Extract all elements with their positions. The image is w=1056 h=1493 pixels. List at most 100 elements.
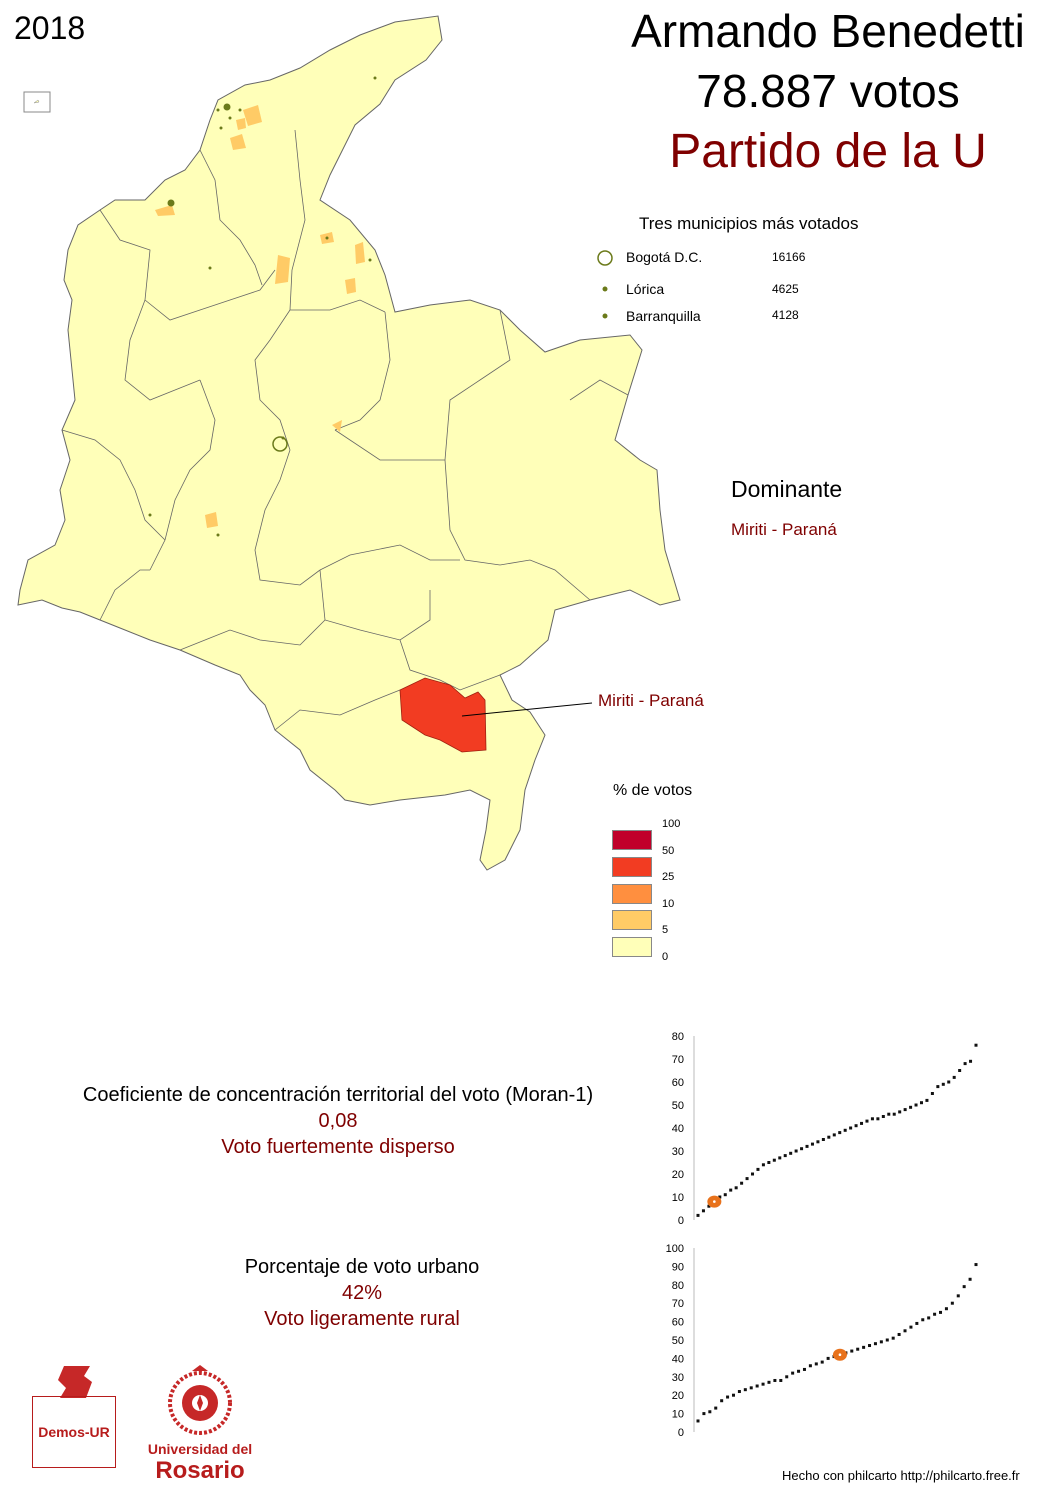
highlight-center: [713, 1200, 716, 1203]
y-tick-label: 50: [672, 1335, 684, 1347]
data-point: [930, 1092, 934, 1095]
top-municipality-name: Bogotá D.C.: [626, 249, 703, 265]
data-point: [723, 1193, 727, 1197]
choropleth-fills: [155, 105, 487, 753]
top-municipality-votes: 4625: [772, 282, 799, 296]
data-point: [783, 1154, 787, 1158]
bogota-symbol: [597, 250, 613, 266]
y-tick-label: 30: [672, 1372, 684, 1384]
data-point: [743, 1388, 747, 1392]
data-point: [944, 1307, 948, 1311]
data-point: [707, 1204, 711, 1208]
data-point: [887, 1112, 891, 1116]
data-point: [740, 1181, 744, 1185]
y-tick-label: 60: [672, 1317, 684, 1329]
data-point: [767, 1380, 771, 1384]
data-point: [974, 1043, 978, 1047]
urban-block: Porcentaje de voto urbano 42% Voto liger…: [32, 1256, 692, 1331]
data-point: [903, 1329, 907, 1333]
data-point: [879, 1340, 883, 1344]
data-point: [854, 1124, 858, 1128]
data-point: [701, 1209, 705, 1213]
data-point: [714, 1406, 718, 1410]
data-point: [810, 1142, 814, 1146]
y-tick-label: 10: [672, 1409, 684, 1421]
country-outline: [17, 15, 681, 871]
data-point: [897, 1332, 901, 1336]
data-point: [791, 1371, 795, 1375]
data-point: [939, 1310, 943, 1314]
demos-ur-text: Demos-UR: [38, 1424, 110, 1440]
candidate-votes: 78.887 votos: [696, 65, 960, 117]
y-tick-label: 80: [672, 1031, 684, 1043]
barranquilla-symbol: [602, 313, 608, 319]
urban-title: Porcentaje de voto urbano: [244, 1256, 480, 1278]
data-point: [729, 1188, 733, 1192]
data-point: [881, 1115, 885, 1118]
data-point: [821, 1138, 825, 1141]
demos-ur-logo: Demos-UR: [32, 1362, 116, 1468]
data-point: [941, 1082, 945, 1086]
y-tick-label: 100: [666, 1243, 684, 1255]
data-point: [797, 1369, 801, 1373]
data-point: [805, 1144, 809, 1148]
data-point: [843, 1128, 847, 1132]
data-point: [814, 1362, 818, 1366]
data-point: [755, 1384, 759, 1388]
data-point: [761, 1382, 765, 1386]
data-point: [892, 1112, 896, 1116]
data-point: [737, 1390, 741, 1394]
demos-ur-emblem: [58, 1366, 92, 1398]
data-point: [962, 1285, 966, 1289]
data-point: [952, 1075, 956, 1079]
data-point: [826, 1356, 830, 1360]
data-point: [969, 1059, 973, 1063]
data-point: [862, 1345, 866, 1349]
data-point: [958, 1069, 962, 1072]
data-point: [802, 1367, 806, 1371]
legend-swatch: [612, 937, 652, 957]
data-point: [794, 1149, 798, 1153]
data-point: [827, 1135, 831, 1139]
data-point: [974, 1263, 978, 1267]
data-point: [749, 1386, 753, 1390]
moran-block: Coeficiente de concentración territorial…: [8, 1084, 668, 1159]
data-point: [767, 1161, 771, 1164]
y-tick-label: 90: [672, 1261, 684, 1273]
data-point: [838, 1131, 842, 1135]
data-point: [718, 1195, 722, 1199]
data-point: [726, 1395, 730, 1399]
data-point: [789, 1151, 793, 1155]
data-point: [849, 1126, 853, 1130]
legend-break-label: 10: [662, 898, 675, 910]
legend-break-label: 100: [662, 818, 681, 830]
rosario-seal: [168, 1365, 232, 1435]
top-municipality-votes: 16166: [772, 250, 806, 264]
data-point: [779, 1378, 783, 1382]
data-point: [933, 1312, 937, 1316]
y-tick-label: 30: [672, 1146, 684, 1158]
y-tick-label: 10: [672, 1192, 684, 1204]
lorica-symbol: [602, 286, 608, 292]
rosario-text-line2: Rosario: [155, 1457, 245, 1484]
data-point: [936, 1085, 940, 1089]
data-point: [885, 1338, 889, 1342]
data-point: [745, 1177, 749, 1181]
y-tick-label: 50: [672, 1100, 684, 1112]
candidate-party: Partido de la U: [669, 125, 987, 178]
data-point: [909, 1325, 913, 1329]
data-point: [921, 1318, 925, 1322]
y-tick-label: 60: [672, 1077, 684, 1089]
data-point: [914, 1103, 918, 1107]
data-point: [873, 1342, 877, 1346]
department-borders: [61, 129, 629, 731]
legend-break-label: 25: [662, 871, 675, 883]
data-point: [865, 1119, 869, 1123]
data-point: [963, 1062, 967, 1066]
inset-islands: [33, 99, 40, 104]
callout-line: [461, 702, 593, 717]
candidate-name: Armando Benedetti: [631, 5, 1025, 57]
data-point: [915, 1321, 919, 1325]
data-point: [708, 1410, 712, 1414]
data-point: [761, 1163, 765, 1167]
